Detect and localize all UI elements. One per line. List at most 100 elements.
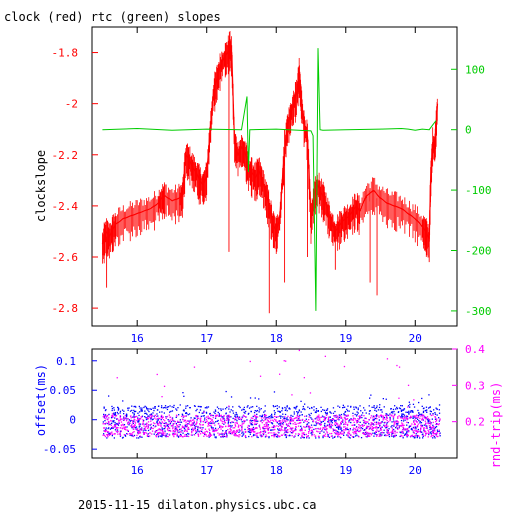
offset-point [326,413,328,415]
roundtrip-point [276,420,278,423]
offset-point [308,437,310,439]
roundtrip-point [241,430,243,432]
roundtrip-point [191,419,193,421]
roundtrip-point [220,428,222,430]
roundtrip-point [272,434,274,437]
offset-point [256,436,258,438]
offset-point [154,406,156,408]
roundtrip-point [225,431,227,433]
roundtrip-point [323,427,325,429]
offset-point [356,421,359,423]
offset-point [315,410,318,412]
roundtrip-point [343,429,345,431]
roundtrip-point [146,434,149,436]
roundtrip-point [427,418,430,420]
offset-point [226,433,228,435]
roundtrip-point [186,423,188,426]
offset-point [346,410,349,412]
offset-point [285,408,287,410]
offset-point [390,411,393,414]
roundtrip-point [332,418,334,421]
roundtrip-point [156,373,158,376]
roundtrip-point [212,430,214,433]
roundtrip-point [369,435,371,437]
offset-point [432,437,434,439]
offset-point [247,413,249,415]
offset-point [329,411,331,413]
roundtrip-point [334,429,336,431]
offset-point [413,406,416,408]
offset-point [121,409,124,411]
roundtrip-point [419,417,421,419]
offset-point [250,410,252,413]
offset-point [111,407,114,410]
offset-point [261,415,263,418]
offset-point [297,434,299,437]
roundtrip-point [243,419,245,422]
offset-point [144,416,146,418]
offset-point [179,404,181,406]
offset-point [137,432,139,434]
roundtrip-point [259,432,261,434]
top-y2-tick-label: 100 [465,63,485,76]
offset-point [370,394,372,396]
roundtrip-point [220,418,222,420]
offset-point [317,410,319,412]
roundtrip-point [133,428,135,430]
offset-point [117,413,119,415]
offset-point [326,424,329,426]
roundtrip-point [204,431,206,433]
offset-point [271,423,274,425]
roundtrip-point [358,426,360,428]
offset-point [140,409,142,411]
roundtrip-point [201,432,203,434]
offset-point [303,407,305,410]
roundtrip-point [307,435,309,437]
offset-point [357,407,359,409]
roundtrip-point [170,430,172,432]
roundtrip-point [345,428,347,430]
roundtrip-point [233,434,235,436]
roundtrip-point [429,421,431,423]
roundtrip-point [416,414,418,416]
offset-point [406,431,408,433]
roundtrip-point [374,421,376,424]
offset-point [182,409,185,412]
roundtrip-point [335,422,338,424]
roundtrip-point [394,432,396,434]
roundtrip-point [376,426,378,428]
roundtrip-point [107,436,109,438]
roundtrip-point [420,428,422,431]
roundtrip-point [291,429,293,432]
roundtrip-point [391,431,393,433]
roundtrip-point [104,417,106,419]
offset-point [111,427,113,429]
roundtrip-point [294,417,296,419]
offset-point [248,412,250,415]
offset-point [252,419,254,422]
offset-point [143,419,145,422]
offset-point [111,435,113,437]
offset-point [400,410,403,412]
bottom-y-tick-label: 0.05 [50,384,77,397]
roundtrip-point [171,425,173,427]
offset-point [243,433,245,435]
roundtrip-point [231,432,234,434]
roundtrip-point [168,414,170,416]
roundtrip-point [291,394,293,396]
roundtrip-point [174,428,176,430]
roundtrip-point [217,423,220,425]
offset-point [296,414,299,416]
roundtrip-point [191,432,193,434]
offset-point [420,413,422,415]
offset-point [326,412,328,414]
offset-point [248,407,251,409]
roundtrip-point [113,426,115,428]
offset-point [114,414,116,416]
offset-point [297,411,300,413]
roundtrip-point [291,432,294,434]
roundtrip-point [326,432,329,434]
offset-point [381,409,383,411]
offset-point [355,406,357,408]
offset-point [393,425,395,427]
